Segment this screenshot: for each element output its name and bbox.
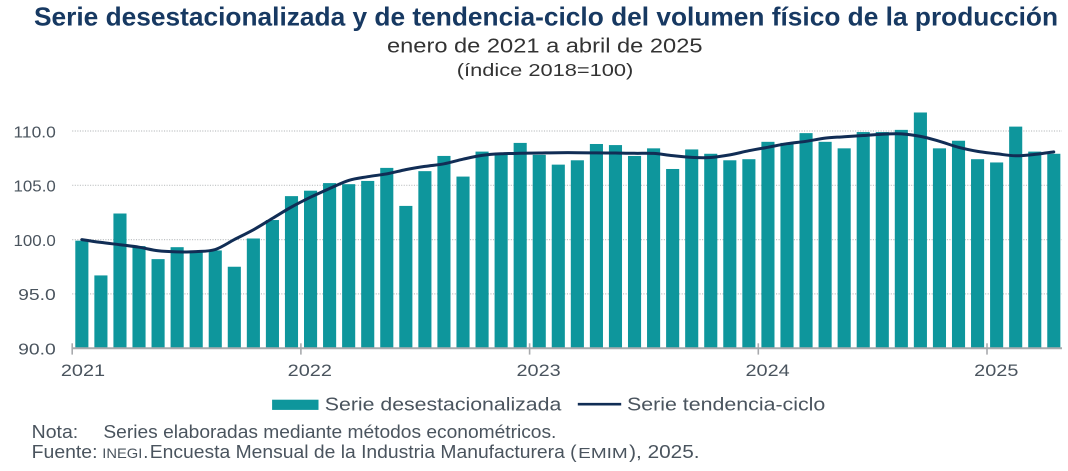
svg-text:Serie tendencia-ciclo: Serie tendencia-ciclo [627,393,825,414]
svg-text:), 2025.: ), 2025. [629,441,700,462]
svg-text:95.0: 95.0 [18,287,56,304]
svg-text:enero de 2021 a abril de 2025: enero de 2021 a abril de 2025 [387,36,703,58]
svg-text:.: . [143,441,148,462]
svg-text:Serie desestacionalizada: Serie desestacionalizada [325,393,562,414]
svg-text:2023: 2023 [517,362,561,380]
svg-text:105.0: 105.0 [14,179,56,196]
svg-text:2024: 2024 [746,362,790,380]
svg-text:Nota:: Nota: [32,421,78,442]
svg-text:Serie desestacionalizada y de: Serie desestacionalizada y de tendencia-… [34,1,1058,31]
svg-text:100.0: 100.0 [14,233,56,250]
svg-text:90.0: 90.0 [18,342,56,359]
svg-text:110.0: 110.0 [14,124,56,141]
svg-text:(índice 2018=100): (índice 2018=100) [457,60,634,80]
svg-text:Series elaboradas mediante mét: Series elaboradas mediante métodos econo… [103,421,556,442]
svg-text:2021: 2021 [61,362,105,380]
svg-text:Fuente:: Fuente: [32,441,98,462]
svg-text:2022: 2022 [288,362,332,380]
svg-text:INEGI: INEGI [102,446,142,461]
svg-text:EMIM: EMIM [578,446,628,462]
svg-text:2025: 2025 [974,362,1018,380]
svg-text:Encuesta Mensual de la Industr: Encuesta Mensual de la Industria Manufac… [150,441,578,462]
